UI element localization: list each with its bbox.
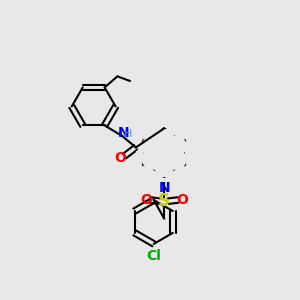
Text: S: S <box>158 192 170 210</box>
Text: H: H <box>124 128 132 139</box>
Text: N: N <box>158 181 170 195</box>
Text: O: O <box>176 193 188 207</box>
Text: Cl: Cl <box>146 249 161 263</box>
Text: N: N <box>117 126 129 140</box>
Text: O: O <box>114 152 126 166</box>
Text: O: O <box>140 193 152 207</box>
